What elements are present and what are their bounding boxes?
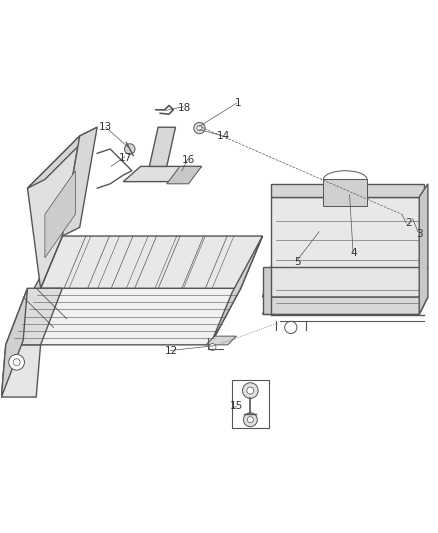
Circle shape (285, 321, 297, 334)
Text: 2: 2 (405, 218, 412, 228)
Polygon shape (1, 345, 41, 397)
Text: 17: 17 (119, 152, 132, 163)
Text: 18: 18 (177, 103, 191, 112)
Polygon shape (1, 288, 28, 397)
Polygon shape (149, 127, 176, 166)
Polygon shape (10, 288, 241, 345)
Text: 1: 1 (235, 98, 242, 108)
Text: 4: 4 (350, 248, 357, 259)
Polygon shape (323, 180, 367, 206)
Polygon shape (28, 127, 97, 188)
Text: 14: 14 (217, 131, 230, 141)
Circle shape (243, 383, 258, 398)
Polygon shape (123, 166, 201, 182)
Text: 3: 3 (416, 229, 423, 239)
Polygon shape (62, 127, 97, 236)
Polygon shape (10, 236, 62, 345)
Circle shape (244, 413, 257, 426)
FancyBboxPatch shape (232, 379, 269, 427)
Polygon shape (262, 266, 271, 314)
Text: 15: 15 (230, 401, 243, 411)
Polygon shape (41, 236, 262, 288)
Polygon shape (419, 184, 428, 314)
Text: 13: 13 (99, 122, 113, 132)
Circle shape (247, 387, 254, 394)
Circle shape (194, 123, 205, 134)
Polygon shape (262, 297, 428, 314)
Polygon shape (210, 236, 262, 345)
Polygon shape (262, 266, 428, 297)
Text: 5: 5 (294, 257, 300, 267)
Polygon shape (167, 166, 201, 184)
Polygon shape (206, 336, 237, 345)
Circle shape (13, 359, 20, 366)
Circle shape (9, 354, 25, 370)
Polygon shape (271, 197, 424, 266)
Circle shape (124, 144, 135, 154)
Polygon shape (45, 171, 75, 258)
Polygon shape (271, 184, 424, 197)
Circle shape (209, 344, 216, 351)
Text: 16: 16 (182, 155, 195, 165)
Polygon shape (28, 136, 80, 288)
Circle shape (197, 125, 202, 131)
Text: 12: 12 (165, 346, 178, 357)
Polygon shape (6, 288, 62, 345)
Circle shape (247, 417, 253, 423)
